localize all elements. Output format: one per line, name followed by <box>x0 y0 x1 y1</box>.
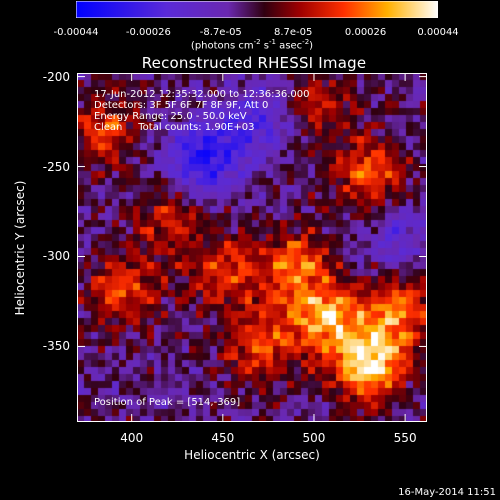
colorbar-units: (photons cm-2 s-1 asec-2) <box>190 38 314 52</box>
colorbar-tick-label: -0.00026 <box>125 27 171 38</box>
colorbar-tick-label: 8.7e-05 <box>273 27 313 38</box>
colorbar-tick-label: -8.7e-05 <box>199 27 242 38</box>
chart-title: Reconstructed RHESSI Image <box>141 54 367 72</box>
heatmap-plot <box>77 73 427 422</box>
y-tick-label: -200 <box>42 69 70 84</box>
annotation-detectors: Detectors: 3F 5F 6F 7F 8F 9F, Att 0 <box>94 100 269 111</box>
annotation-clean: Clean Total counts: 1.90E+03 <box>94 122 255 133</box>
footer-timestamp: 16-May-2014 11:51 <box>398 487 496 498</box>
y-tick-label: -350 <box>42 339 70 354</box>
heatmap-canvas <box>77 73 427 422</box>
colorbar-tick-label: 0.00026 <box>344 27 387 38</box>
annotation-energy: Energy Range: 25.0 - 50.0 keV <box>94 111 247 122</box>
y-axis-label: Heliocentric Y (arcsec) <box>13 180 27 316</box>
x-tick-label: 400 <box>120 431 144 445</box>
colorbar-tick-label: 0.00044 <box>417 27 459 38</box>
x-axis-label: Heliocentric X (arcsec) <box>184 448 320 462</box>
x-tick-label: 500 <box>302 431 326 445</box>
x-tick-label: 450 <box>211 431 235 445</box>
annotation-time: 17-Jun-2012 12:35:32.000 to 12:36:36.000 <box>94 89 310 100</box>
x-tick-label: 550 <box>393 431 417 445</box>
y-tick-label: -250 <box>42 159 70 174</box>
colorbar-tick-label: -0.00044 <box>53 27 99 38</box>
annotation-peak: Position of Peak = [514,-369] <box>94 397 241 408</box>
y-tick-label: -300 <box>42 249 70 264</box>
